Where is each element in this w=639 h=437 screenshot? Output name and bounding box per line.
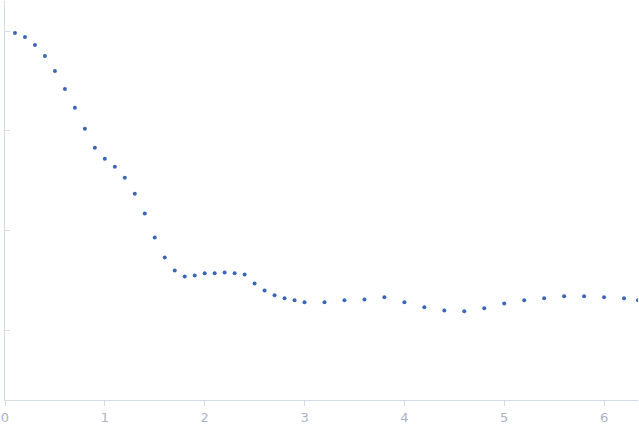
svg-text:3: 3: [300, 410, 308, 425]
svg-text:5: 5: [500, 410, 508, 425]
svg-text:4: 4: [400, 410, 408, 425]
svg-text:0: 0: [1, 410, 9, 425]
svg-text:1: 1: [101, 410, 109, 425]
svg-text:6: 6: [600, 410, 608, 425]
svg-text:2: 2: [201, 410, 209, 425]
